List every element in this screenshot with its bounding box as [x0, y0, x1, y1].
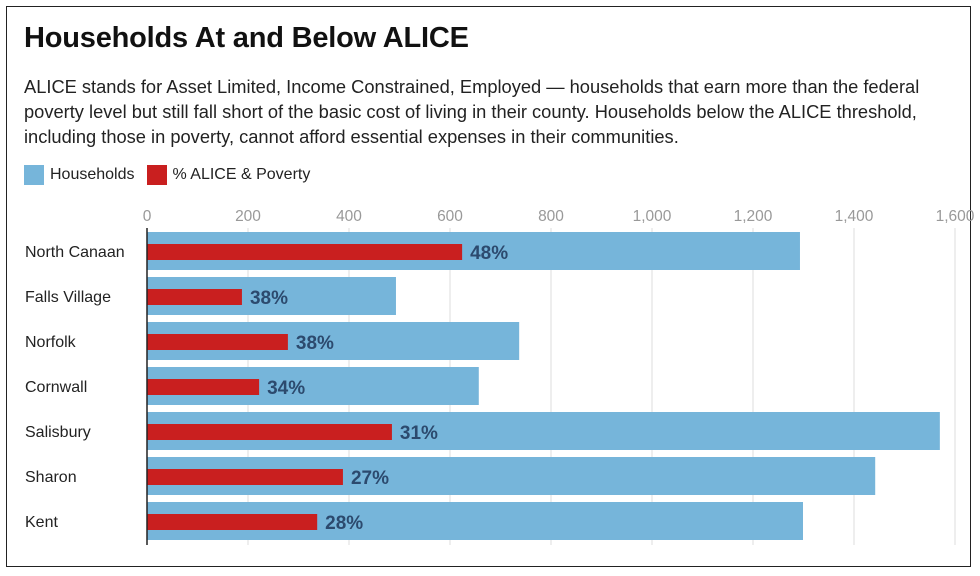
category-label: Sharon — [25, 469, 77, 486]
x-tick-label: 1,600 — [936, 208, 975, 225]
bar-alice-poverty — [147, 289, 242, 305]
data-label-percent: 34% — [267, 378, 305, 399]
x-tick-label: 600 — [437, 208, 463, 225]
bar-alice-poverty — [147, 514, 318, 530]
x-tick-label: 0 — [143, 208, 152, 225]
x-tick-label: 400 — [336, 208, 362, 225]
data-label-percent: 38% — [296, 333, 334, 354]
bar-alice-poverty — [147, 379, 260, 395]
legend-item-households: Households — [24, 165, 135, 185]
category-label: Salisbury — [25, 424, 91, 441]
x-tick-label: 1,000 — [633, 208, 672, 225]
data-label-percent: 38% — [250, 288, 288, 309]
data-label-percent: 28% — [325, 513, 363, 534]
data-label-percent: 27% — [351, 468, 389, 489]
category-label: Norfolk — [25, 334, 77, 351]
bar-alice-poverty — [147, 424, 392, 440]
legend: Households % ALICE & Poverty — [24, 165, 322, 185]
x-tick-label: 1,200 — [734, 208, 773, 225]
bar-alice-poverty — [147, 334, 288, 350]
bar-alice-poverty — [147, 244, 463, 260]
data-label-percent: 48% — [470, 243, 508, 264]
category-label: Kent — [25, 514, 58, 531]
bar-alice-poverty — [147, 469, 343, 485]
legend-item-alice-poverty: % ALICE & Poverty — [146, 165, 311, 185]
category-label: North Canaan — [25, 244, 125, 261]
chart-title: Households At and Below ALICE — [24, 22, 469, 54]
category-label: Cornwall — [25, 379, 87, 396]
chart-subtitle: ALICE stands for Asset Limited, Income C… — [24, 76, 920, 147]
x-tick-label: 200 — [235, 208, 261, 225]
x-tick-label: 1,400 — [835, 208, 874, 225]
legend-swatch-households — [24, 165, 44, 185]
category-label: Falls Village — [25, 289, 111, 306]
legend-label-alice-poverty: % ALICE & Poverty — [172, 166, 311, 183]
legend-label-households: Households — [50, 166, 135, 183]
legend-swatch-alice-poverty — [146, 165, 167, 185]
data-label-percent: 31% — [400, 423, 438, 444]
x-tick-label: 800 — [538, 208, 564, 225]
